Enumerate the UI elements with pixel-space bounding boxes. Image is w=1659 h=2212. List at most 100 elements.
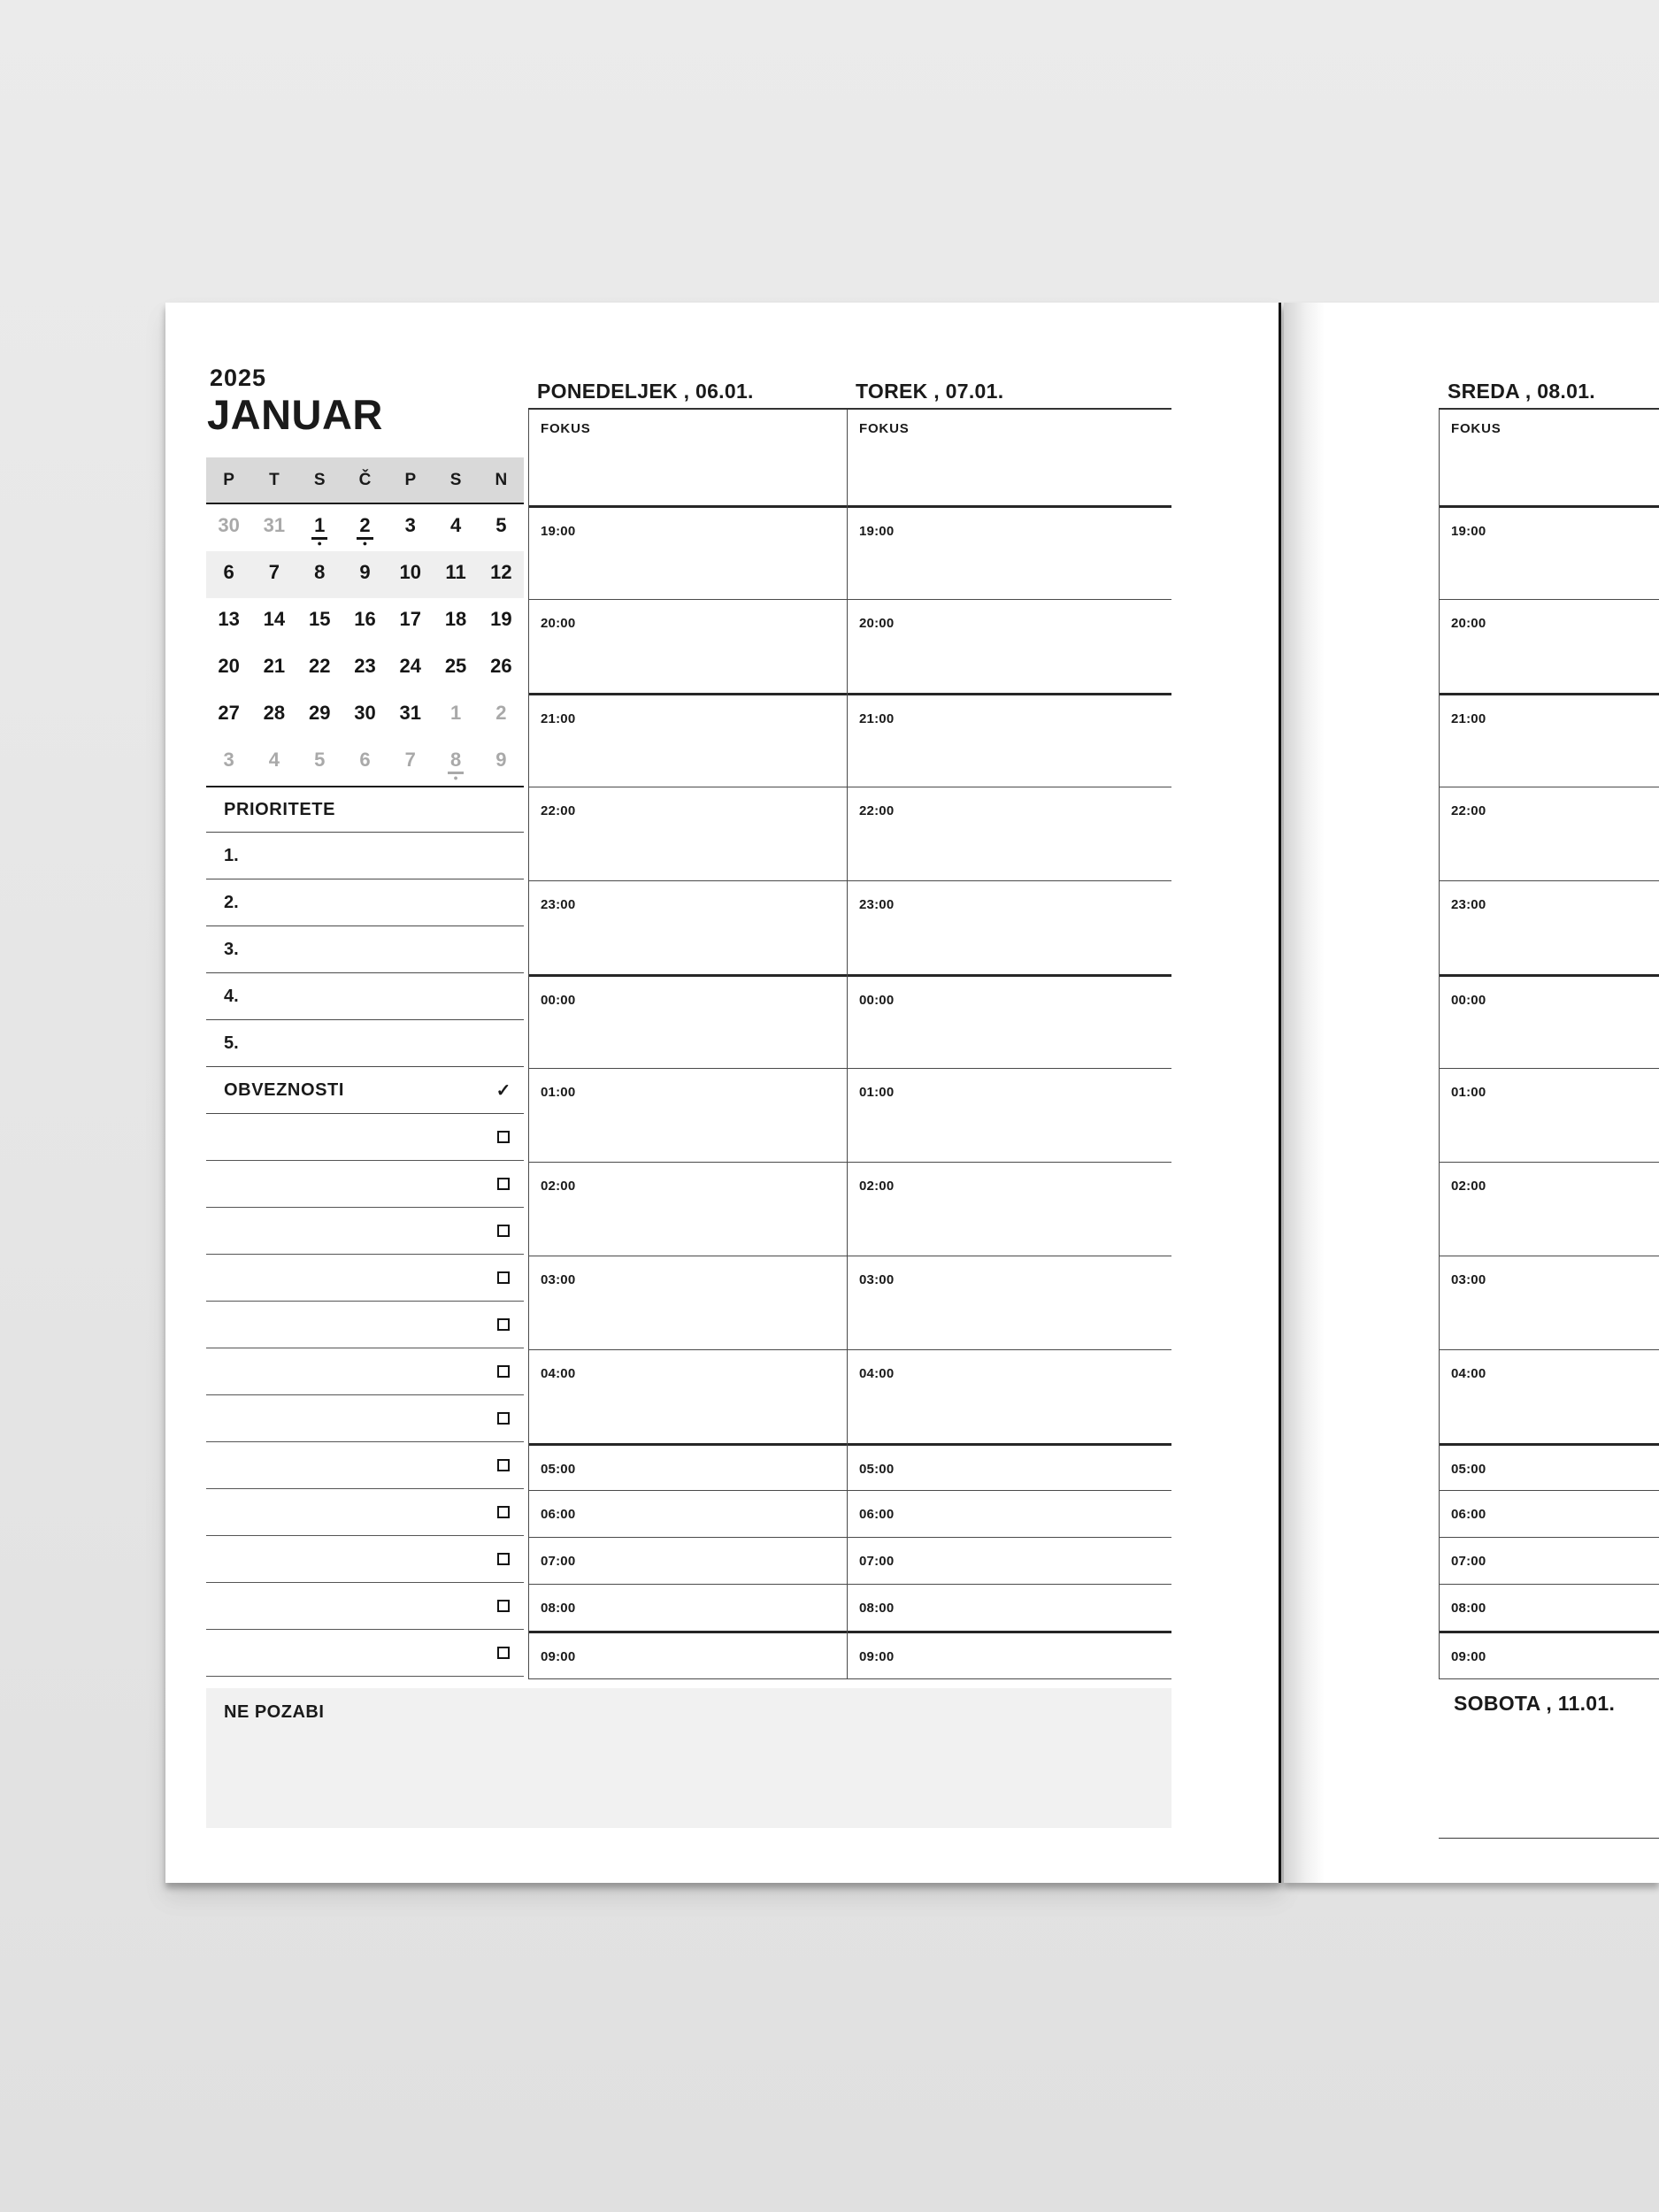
time-label: 04:00: [541, 1366, 576, 1381]
priority-row: 3.: [206, 926, 524, 973]
time-slot: 20:00: [848, 599, 1171, 693]
calendar-day-number: 29: [308, 702, 331, 724]
calendar-day-number: 25: [444, 655, 467, 677]
calendar-day-number: 19: [490, 608, 512, 630]
calendar-day-number: 30: [218, 514, 240, 536]
time-slot: 23:00: [529, 880, 847, 974]
calendar-day-number: 31: [399, 702, 422, 724]
calendar-day: 8●: [297, 551, 342, 598]
task-row: [206, 1489, 524, 1536]
calendar-week-row: 3●4●5●6●7●8●9●: [206, 739, 524, 786]
time-label: 08:00: [859, 1601, 895, 1616]
task-checkbox[interactable]: [497, 1225, 510, 1237]
saturday-section: SOBOTA , 11.01.: [1439, 1679, 1659, 1839]
sidebar-sections: PRIORITETE 1. 2. 3. 4. 5. OBVEZNOSTI ✓: [206, 786, 524, 1677]
calendar-day: 3●: [206, 739, 251, 786]
task-checkbox[interactable]: [497, 1412, 510, 1425]
calendar-day: 4●: [433, 504, 478, 551]
calendar-day: 30●: [342, 692, 388, 739]
task-checkbox[interactable]: [497, 1131, 510, 1143]
day-column-tuesday: TOREK , 07.01. FOKUS 19:00 20:00 21:00 22:00 2…: [847, 380, 1171, 1679]
time-slot: 20:00: [1440, 599, 1659, 693]
calendar-weeks: 30●31●1●2●3●4●5●6●7●8●9●10●11●12●13●14●1…: [206, 504, 524, 786]
calendar-day: 15●: [297, 598, 342, 645]
calendar-week-row: 6●7●8●9●10●11●12●: [206, 551, 524, 598]
time-label: 19:00: [859, 524, 895, 539]
priority-number: 3.: [224, 939, 239, 959]
time-label: 21:00: [859, 711, 895, 726]
task-checkbox[interactable]: [497, 1365, 510, 1378]
calendar-day: 24●: [388, 645, 433, 692]
time-label: 06:00: [541, 1507, 576, 1522]
task-checkbox[interactable]: [497, 1178, 510, 1190]
calendar-day: 11●: [433, 551, 478, 598]
day-column-title: TOREK , 07.01.: [856, 380, 1004, 403]
calendar-day: 6●: [342, 739, 388, 786]
task-checkbox[interactable]: [497, 1459, 510, 1471]
calendar-day-number: 5: [314, 749, 326, 771]
calendar-day: 18●: [433, 598, 478, 645]
calendar-day: 2●: [342, 504, 388, 551]
month-title: JANUAR: [207, 391, 383, 438]
calendar-day-number: 12: [490, 561, 512, 583]
time-label: 07:00: [859, 1554, 895, 1569]
task-checkbox[interactable]: [497, 1318, 510, 1331]
focus-cell: FOKUS: [1440, 410, 1659, 505]
task-checkbox[interactable]: [497, 1553, 510, 1565]
calendar-day-number: 14: [263, 608, 286, 630]
time-label: 21:00: [1451, 711, 1486, 726]
calendar-week-row: 20●21●22●23●24●25●26●: [206, 645, 524, 692]
task-row: [206, 1630, 524, 1677]
task-checkbox[interactable]: [497, 1271, 510, 1284]
calendar-day-number: 5: [495, 514, 507, 536]
time-label: 05:00: [1451, 1462, 1486, 1477]
time-slot: 20:00: [529, 599, 847, 693]
time-label: 19:00: [541, 524, 576, 539]
calendar-day: 12●: [479, 551, 524, 598]
calendar-day-number: 26: [490, 655, 512, 677]
calendar-day-number: 13: [218, 608, 240, 630]
time-label: 01:00: [1451, 1085, 1486, 1100]
event-dot-icon: ●: [362, 539, 368, 548]
calendar-day-number: 17: [399, 608, 422, 630]
time-label: 03:00: [541, 1272, 576, 1287]
time-slot: 02:00: [848, 1162, 1171, 1256]
calendar-day-number: 1: [311, 516, 328, 540]
focus-label: FOKUS: [541, 421, 591, 436]
time-slot: 22:00: [529, 787, 847, 880]
calendar-day-number: 28: [263, 702, 286, 724]
schedule-top-rule: [528, 408, 1171, 411]
time-label: 01:00: [859, 1085, 895, 1100]
year-label: 2025: [210, 365, 267, 391]
calendar-day: 17●: [388, 598, 433, 645]
priorities-header: PRIORITETE: [206, 786, 524, 833]
event-dot-icon: ●: [453, 773, 458, 782]
time-slot: 08:00: [1440, 1584, 1659, 1631]
calendar-day: 9●: [342, 551, 388, 598]
task-row: [206, 1114, 524, 1161]
time-slot: 02:00: [529, 1162, 847, 1256]
time-label: 05:00: [859, 1462, 895, 1477]
time-label: 03:00: [859, 1272, 895, 1287]
time-slot: 23:00: [848, 880, 1171, 974]
time-label: 08:00: [541, 1601, 576, 1616]
time-label: 22:00: [541, 803, 576, 818]
task-checkbox[interactable]: [497, 1600, 510, 1612]
calendar-day-number: 3: [223, 749, 234, 771]
calendar-day: 4●: [251, 739, 296, 786]
priority-row: 5.: [206, 1020, 524, 1067]
time-label: 20:00: [859, 616, 895, 631]
schedule-top-rule-right: [1439, 408, 1659, 411]
time-slot: 02:00: [1440, 1162, 1659, 1256]
task-checkbox[interactable]: [497, 1506, 510, 1518]
time-label: 08:00: [1451, 1601, 1486, 1616]
calendar-day-header: P: [223, 470, 234, 489]
calendar-day-number: 7: [404, 749, 416, 771]
calendar-day-number: 30: [354, 702, 376, 724]
calendar-day: 25●: [433, 645, 478, 692]
time-slot: 19:00: [529, 505, 847, 599]
time-label: 02:00: [1451, 1179, 1486, 1194]
task-checkbox[interactable]: [497, 1647, 510, 1659]
calendar-day-number: 20: [218, 655, 240, 677]
